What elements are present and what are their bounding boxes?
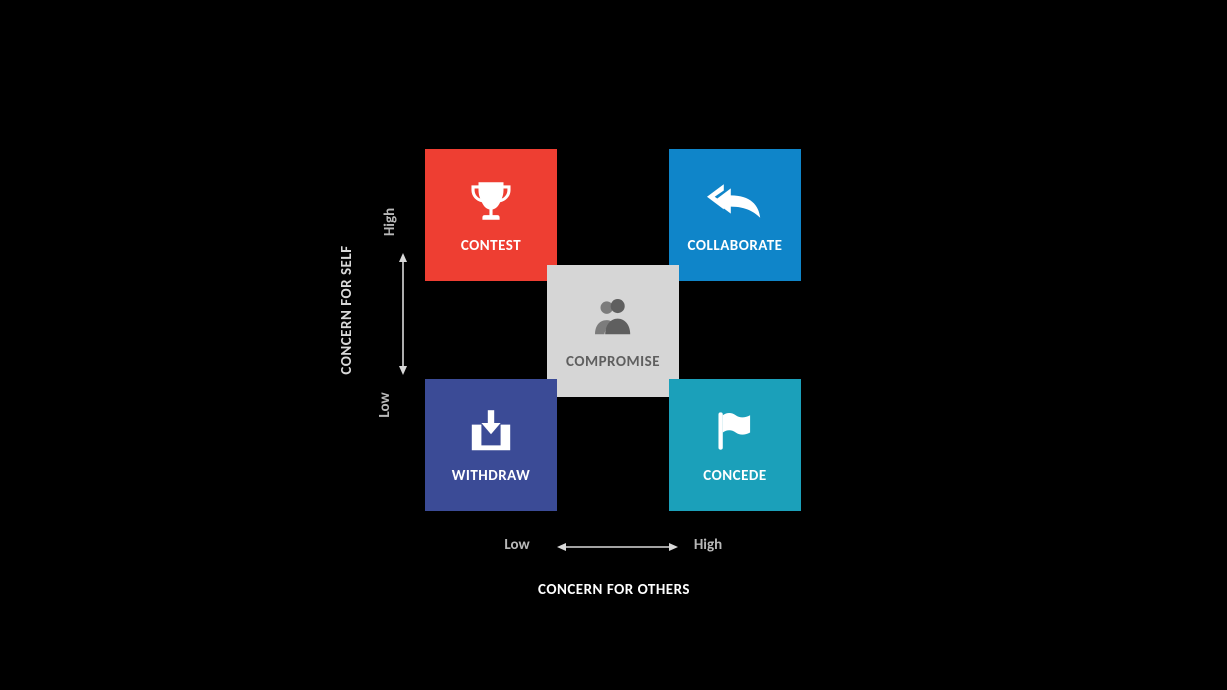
tile-collaborate-label: COLLABORATE bbox=[688, 237, 783, 255]
tile-concede: CONCEDE bbox=[669, 379, 801, 511]
x-axis-title-text: CONCERN FOR OTHERS bbox=[538, 581, 690, 599]
tile-withdraw-label: WITHDRAW bbox=[452, 467, 530, 485]
tile-compromise-label: COMPROMISE bbox=[566, 353, 660, 371]
reply-all-icon bbox=[707, 175, 763, 227]
tile-compromise: COMPROMISE bbox=[547, 265, 679, 397]
x-axis-arrow bbox=[557, 542, 678, 552]
tile-contest-label: CONTEST bbox=[461, 237, 521, 255]
people-icon bbox=[588, 291, 638, 343]
flag-icon bbox=[712, 405, 758, 457]
y-axis-title: CONCERN FOR SELF bbox=[338, 245, 356, 374]
inbox-download-icon bbox=[465, 405, 517, 457]
tile-withdraw: WITHDRAW bbox=[425, 379, 557, 511]
tile-concede-label: CONCEDE bbox=[703, 467, 766, 485]
trophy-icon bbox=[466, 175, 516, 227]
y-axis-arrow bbox=[398, 253, 408, 375]
tile-collaborate: COLLABORATE bbox=[669, 149, 801, 281]
y-axis-title-text: CONCERN FOR SELF bbox=[338, 245, 356, 374]
tile-contest: CONTEST bbox=[425, 149, 557, 281]
x-axis-low-label: Low bbox=[504, 536, 529, 554]
x-axis-title: CONCERN FOR OTHERS bbox=[538, 581, 690, 599]
y-axis-high-label: High bbox=[381, 208, 399, 236]
y-axis-low-label: Low bbox=[376, 392, 394, 417]
diagram-stage: CONCERN FOR SELF High Low CONTEST COLLAB… bbox=[0, 0, 1227, 690]
x-axis-high-label: High bbox=[694, 536, 722, 554]
